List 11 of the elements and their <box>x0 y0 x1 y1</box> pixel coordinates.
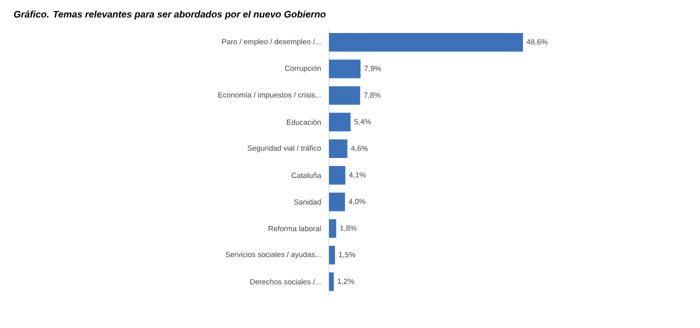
bar <box>329 192 345 212</box>
bar <box>329 272 334 292</box>
bar <box>329 32 524 52</box>
bar <box>329 86 360 105</box>
bar <box>329 166 346 185</box>
bar <box>329 60 361 78</box>
bar <box>329 246 335 264</box>
bar <box>329 139 348 158</box>
bar <box>329 219 336 238</box>
text: Gráfico. Temas relevantes para ser abordados por el nuevo Gobierno <box>14 10 326 20</box>
bar <box>329 112 351 132</box>
